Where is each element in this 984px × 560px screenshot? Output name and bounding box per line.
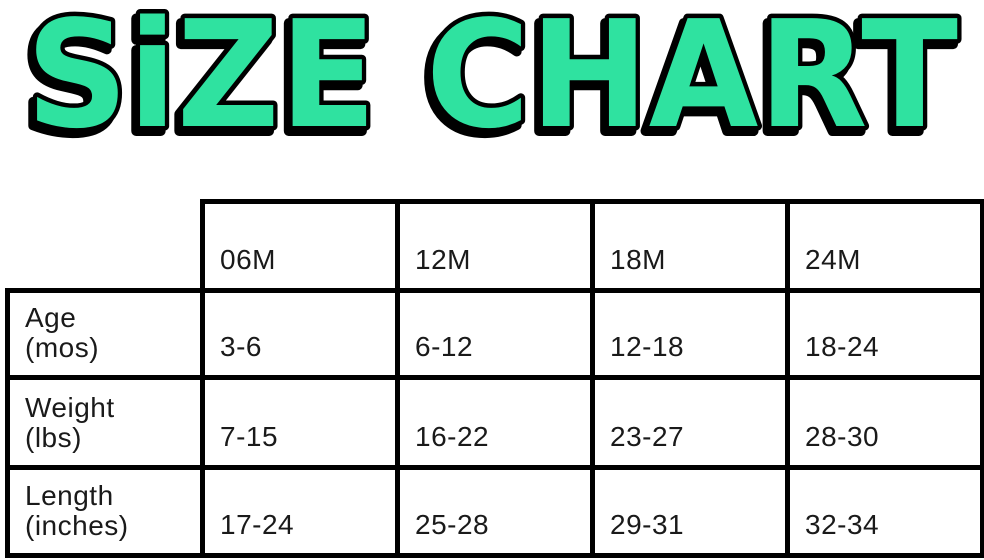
cell-weight-18m: 23-27 [590,375,790,470]
cell-weight-24m: 28-30 [785,375,984,470]
header-row: 06M 12M 18M 24M [7,199,984,293]
cell-age-06m: 3-6 [200,288,400,380]
cell-length-12m: 25-28 [395,465,595,558]
cell-age-18m: 12-18 [590,288,790,380]
column-header-24m: 24M [785,199,984,293]
row-header-weight: Weight (lbs) [5,375,205,470]
title-banner: SiZE CHART SiZE CHART [0,0,984,171]
row-header-age-line1: Age [25,302,77,333]
page-title: SiZE CHART [26,0,958,161]
cell-length-24m: 32-34 [785,465,984,558]
corner-cell [7,201,203,291]
cell-weight-06m: 7-15 [200,375,400,470]
column-header-12m: 12M [395,199,595,293]
cell-length-06m: 17-24 [200,465,400,558]
cell-age-24m: 18-24 [785,288,984,380]
cell-length-18m: 29-31 [590,465,790,558]
row-header-length-line2: (inches) [25,510,129,541]
size-chart-table: 06M 12M 18M 24M Age (mos) 3-6 6-12 12-18… [5,199,984,558]
table-row-weight: Weight (lbs) 7-15 16-22 23-27 28-30 [5,375,984,470]
cell-age-12m: 6-12 [395,288,595,380]
cell-weight-12m: 16-22 [395,375,595,470]
row-header-weight-line1: Weight [25,392,115,423]
row-header-age: Age (mos) [5,288,205,380]
table-row-length: Length (inches) 17-24 25-28 29-31 32-34 [5,465,984,558]
column-header-06m: 06M [200,199,400,293]
row-header-length-line1: Length [25,480,114,511]
row-header-weight-line2: (lbs) [25,422,82,453]
table-row-age: Age (mos) 3-6 6-12 12-18 18-24 [5,288,984,380]
title-art: SiZE CHART SiZE CHART [17,0,963,171]
row-header-age-line2: (mos) [25,332,100,363]
page-title-shadow: SiZE CHART [22,0,954,166]
column-header-18m: 18M [590,199,790,293]
row-header-length: Length (inches) [5,465,205,558]
